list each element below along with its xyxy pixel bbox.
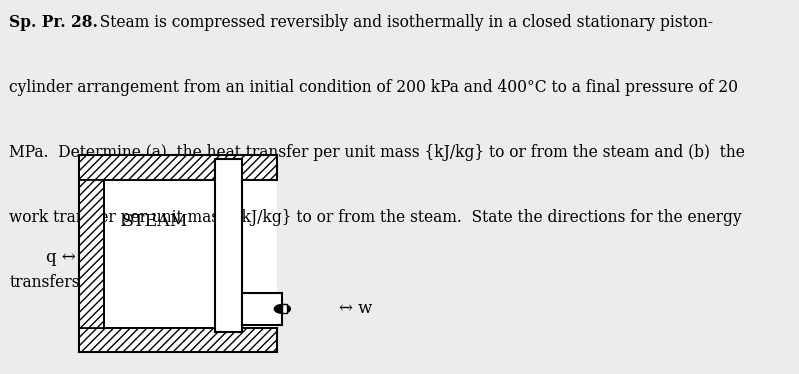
Text: Steam is compressed reversibly and isothermally in a closed stationary piston-: Steam is compressed reversibly and isoth… — [90, 14, 714, 31]
Text: STEAM: STEAM — [121, 213, 188, 230]
Bar — [78, 180, 104, 328]
Text: MPa.  Determine (a)  the heat transfer per unit mass {kJ/kg} to or from the stea: MPa. Determine (a) the heat transfer per… — [10, 144, 745, 161]
Bar — [78, 328, 277, 352]
Bar — [104, 180, 277, 328]
Bar — [215, 159, 242, 332]
Bar — [242, 292, 282, 325]
Text: cylinder arrangement from an initial condition of 200 kPa and 400°C to a final p: cylinder arrangement from an initial con… — [10, 79, 738, 96]
Circle shape — [274, 304, 291, 313]
Text: transfers.: transfers. — [10, 274, 85, 291]
Bar — [78, 156, 277, 180]
Text: work transfer per unit mass {kJ/kg} to or from the steam.  State the directions : work transfer per unit mass {kJ/kg} to o… — [10, 209, 742, 226]
Text: Sp. Pr. 28.: Sp. Pr. 28. — [10, 14, 98, 31]
Bar — [282, 304, 287, 313]
Text: q ↔: q ↔ — [46, 249, 75, 266]
Text: ↔ w: ↔ w — [340, 300, 372, 318]
